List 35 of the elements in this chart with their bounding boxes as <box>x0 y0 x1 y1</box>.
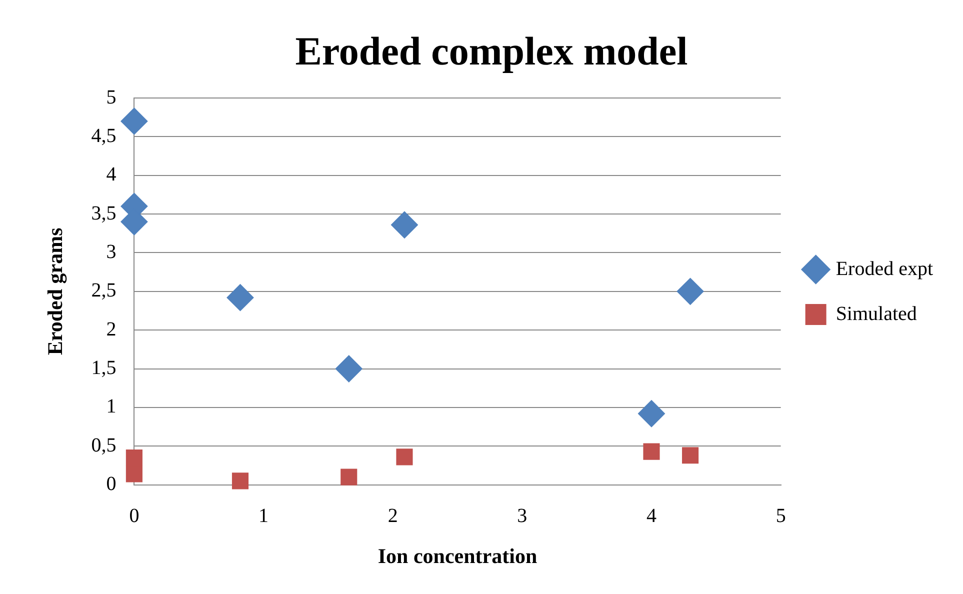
point <box>676 278 704 305</box>
x-tick-label: 4 <box>646 505 656 528</box>
y-tick-label: 3 <box>106 240 116 263</box>
point <box>682 447 699 464</box>
y-tick-label: 2 <box>106 318 116 340</box>
point <box>638 400 665 428</box>
chart-title: Eroded complex model <box>295 28 688 74</box>
point <box>643 443 660 460</box>
legend-label: Simulated <box>836 302 917 325</box>
y-tick-label: 1 <box>106 396 116 418</box>
point <box>232 472 249 490</box>
x-tick-label: 0 <box>129 505 140 528</box>
x-axis-title: Ion concentration <box>378 544 538 568</box>
legend-label: Eroded expt <box>836 258 934 280</box>
point <box>335 355 362 382</box>
y-tick-label: 5 <box>106 86 116 108</box>
x-tick-label: 5 <box>776 505 786 528</box>
x-tick-label: 1 <box>258 505 269 528</box>
y-tick-label: 4,5 <box>91 124 116 147</box>
point <box>390 211 418 238</box>
x-tick-label: 2 <box>388 505 398 528</box>
point <box>126 449 142 466</box>
point <box>226 284 254 312</box>
point <box>120 108 148 135</box>
y-tick-label: 0,5 <box>91 434 116 456</box>
y-tick-label: 1,5 <box>91 357 116 380</box>
point <box>396 448 413 466</box>
point <box>126 466 142 482</box>
y-axis-title: Eroded grams <box>43 228 68 356</box>
point <box>340 468 358 486</box>
x-tick-label: 3 <box>517 505 528 528</box>
y-tick-label: 0 <box>106 473 116 496</box>
y-tick-label: 3,5 <box>91 202 116 224</box>
y-tick-label: 4 <box>106 164 116 186</box>
y-tick-label: 2,5 <box>91 280 116 302</box>
